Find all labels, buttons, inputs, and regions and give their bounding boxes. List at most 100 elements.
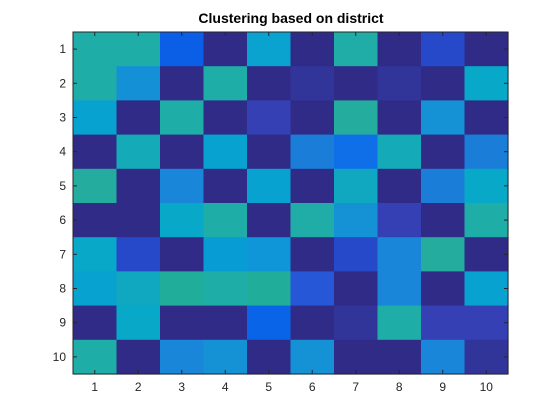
heatmap-cell-r8-c2 [116, 271, 161, 307]
heatmap-cell-r8-c5 [247, 271, 292, 307]
heatmap-cell-r4-c1 [73, 134, 118, 170]
heatmap-cell-r7-c3 [160, 237, 205, 272]
heatmap-cell-r4-c9 [421, 134, 466, 170]
heatmap-cell-r1-c9 [421, 32, 466, 67]
heatmap-cell-r3-c3 [160, 100, 205, 136]
heatmap-cell-r5-c9 [421, 168, 466, 204]
heatmap-cell-r3-c2 [116, 100, 161, 136]
heatmap-cell-r4-c4 [203, 134, 248, 170]
heatmap-cell-r5-c7 [334, 168, 379, 204]
heatmap-cell-r1-c8 [377, 32, 422, 67]
heatmap-cell-r10-c9 [421, 339, 466, 375]
heatmap-cell-r7-c9 [421, 237, 466, 272]
heatmap-cell-r4-c6 [290, 134, 335, 170]
heatmap-cell-r7-c8 [377, 237, 422, 272]
y-tick-label: 10 [53, 350, 67, 364]
heatmap-cell-r6-c6 [290, 203, 335, 238]
heatmap-cell-r3-c6 [290, 100, 335, 136]
x-tick-label: 5 [265, 380, 272, 394]
heatmap-cell-r4-c2 [116, 134, 161, 170]
heatmap-cell-r7-c4 [203, 237, 248, 272]
x-tick-label: 3 [178, 380, 185, 394]
heatmap-cell-r2-c5 [247, 66, 292, 101]
x-tick-label: 1 [91, 380, 98, 394]
x-tick-label: 7 [352, 380, 359, 394]
heatmap-cell-r8-c9 [421, 271, 466, 307]
heatmap-cell-r2-c6 [290, 66, 335, 101]
heatmap-cell-r7-c2 [116, 237, 161, 272]
x-tick-label: 8 [396, 380, 403, 394]
heatmap-cell-r9-c4 [203, 305, 248, 341]
heatmap-cell-r4-c8 [377, 134, 422, 170]
heatmap-cell-r10-c1 [73, 339, 118, 375]
heatmap-cell-r9-c3 [160, 305, 205, 341]
heatmap-cell-r3-c5 [247, 100, 292, 136]
heatmap-cells [73, 32, 509, 375]
heatmap-cell-r9-c1 [73, 305, 118, 341]
x-tick-label: 4 [222, 380, 229, 394]
heatmap-cell-r4-c7 [334, 134, 379, 170]
heatmap-cell-r5-c5 [247, 168, 292, 204]
y-tick-label: 5 [59, 179, 66, 193]
heatmap-cell-r4-c3 [160, 134, 205, 170]
y-tick-label: 3 [59, 111, 66, 125]
heatmap-cell-r6-c2 [116, 203, 161, 238]
heatmap-cell-r1-c1 [73, 32, 118, 67]
y-tick-label: 2 [59, 76, 66, 90]
heatmap-cell-r1-c7 [334, 32, 379, 67]
heatmap-cell-r3-c9 [421, 100, 466, 136]
heatmap-cell-r9-c2 [116, 305, 161, 341]
heatmap-cell-r5-c10 [464, 168, 509, 204]
heatmap-cell-r6-c5 [247, 203, 292, 238]
heatmap-cell-r8-c10 [464, 271, 509, 307]
heatmap-cell-r6-c7 [334, 203, 379, 238]
heatmap-cell-r5-c6 [290, 168, 335, 204]
heatmap-cell-r3-c7 [334, 100, 379, 136]
x-axis-ticks: 1 2 3 4 5 6 7 8 9 10 [91, 32, 493, 394]
chart-title: Clustering based on district [198, 10, 383, 26]
heatmap-cell-r2-c1 [73, 66, 118, 101]
heatmap-cell-r8-c7 [334, 271, 379, 307]
x-tick-label: 6 [309, 380, 316, 394]
heatmap-cell-r5-c4 [203, 168, 248, 204]
y-tick-label: 4 [59, 145, 66, 159]
heatmap-cell-r9-c7 [334, 305, 379, 341]
heatmap-cell-r4-c10 [464, 134, 509, 170]
heatmap-cell-r1-c6 [290, 32, 335, 67]
heatmap-cell-r9-c6 [290, 305, 335, 341]
heatmap-cell-r7-c5 [247, 237, 292, 272]
heatmap-cell-r8-c8 [377, 271, 422, 307]
y-axis-ticks: 1 2 3 4 5 6 7 8 9 10 [53, 42, 508, 364]
heatmap-cell-r2-c9 [421, 66, 466, 101]
heatmap-cell-r6-c8 [377, 203, 422, 238]
y-tick-label: 6 [59, 213, 66, 227]
y-tick-label: 9 [59, 316, 66, 330]
plot-frame [72, 31, 509, 375]
heatmap-cell-r7-c6 [290, 237, 335, 272]
heatmap-cell-r3-c10 [464, 100, 509, 136]
x-tick-label: 10 [480, 380, 494, 394]
heatmap-cell-r2-c3 [160, 66, 205, 101]
y-tick-label: 8 [59, 282, 66, 296]
heatmap-cell-r7-c7 [334, 237, 379, 272]
heatmap-cell-r5-c3 [160, 168, 205, 204]
heatmap-cell-r3-c1 [73, 100, 118, 136]
heatmap-cell-r2-c10 [464, 66, 509, 101]
heatmap-cell-r8-c3 [160, 271, 205, 307]
heatmap-cell-r6-c9 [421, 203, 466, 238]
heatmap-cell-r10-c10 [464, 339, 509, 375]
x-tick-label: 9 [439, 380, 446, 394]
heatmap-cell-r9-c5 [247, 305, 292, 341]
heatmap-cell-r5-c8 [377, 168, 422, 204]
heatmap-cell-r5-c1 [73, 168, 118, 204]
y-tick-label: 7 [59, 247, 66, 261]
heatmap-cell-r8-c6 [290, 271, 335, 307]
x-tick-label: 2 [135, 380, 142, 394]
heatmap-cell-r6-c4 [203, 203, 248, 238]
heatmap-cell-r1-c2 [116, 32, 161, 67]
heatmap-cell-r2-c7 [334, 66, 379, 101]
heatmap-cell-r9-c8 [377, 305, 422, 341]
heatmap-cell-r2-c4 [203, 66, 248, 101]
